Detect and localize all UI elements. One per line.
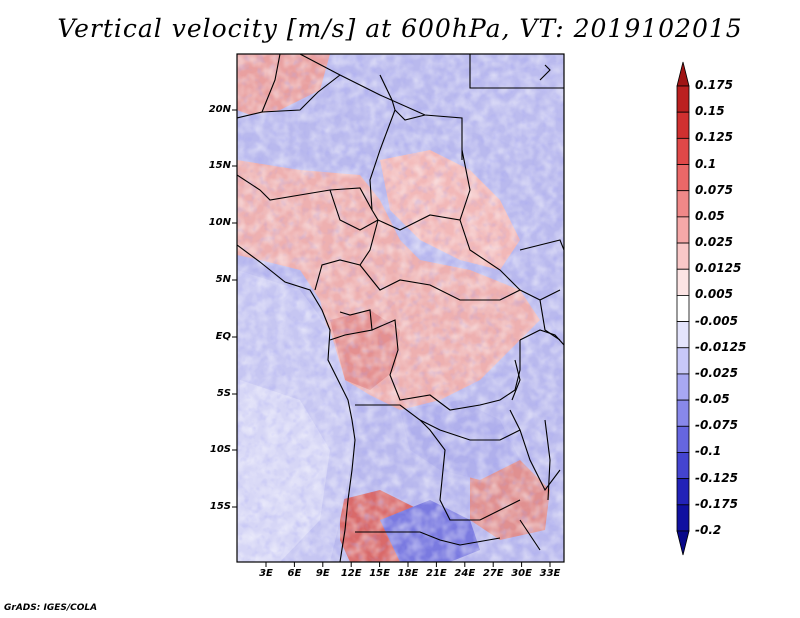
colorbar-label: -0.0125 xyxy=(695,339,747,354)
colorbar-swatch xyxy=(676,190,690,218)
colorbar-label: -0.005 xyxy=(695,313,738,328)
lon-tick-label: 3E xyxy=(259,568,273,579)
chart-title: Vertical velocity [m/s] at 600hPa, VT: 2… xyxy=(57,14,743,43)
colorbar-bottom-arrow xyxy=(676,530,690,556)
colorbar-swatch xyxy=(676,268,690,296)
lat-tick-label: 15S xyxy=(209,501,231,512)
colorbar-swatch xyxy=(676,242,690,270)
lon-tick-label: 33E xyxy=(539,568,561,579)
colorbar-label: 0.025 xyxy=(695,235,733,250)
colorbar-label: 0.125 xyxy=(695,130,733,145)
velocity-field xyxy=(237,54,564,562)
colorbar-swatch xyxy=(676,85,690,113)
colorbar-label: 0.05 xyxy=(695,208,725,223)
colorbar-swatch xyxy=(676,137,690,165)
colorbar-swatch xyxy=(676,347,690,375)
country-borders xyxy=(237,54,564,562)
colorbar-label: 0.075 xyxy=(695,182,733,197)
colorbar-swatch xyxy=(676,295,690,322)
colorbar-label: 0.175 xyxy=(695,78,733,92)
lon-tick-label: 27E xyxy=(482,568,504,579)
colorbar-label: -0.125 xyxy=(695,470,738,485)
colorbar xyxy=(676,61,690,556)
lat-tick-label: 10S xyxy=(209,444,231,455)
colorbar-top-arrow xyxy=(676,61,690,87)
lat-tick-label: 10N xyxy=(208,217,231,228)
lat-tick-marks xyxy=(232,109,237,508)
lon-tick-label: 18E xyxy=(397,568,419,579)
lon-tick-marks xyxy=(265,562,551,567)
colorbar-swatch xyxy=(676,452,690,480)
colorbar-label: 0.15 xyxy=(695,104,725,119)
colorbar-label: -0.2 xyxy=(695,523,722,537)
lon-tick-label: 9E xyxy=(315,568,330,579)
lon-tick-label: 12E xyxy=(340,568,362,579)
colorbar-label: 0.1 xyxy=(695,156,717,171)
lon-tick-label: 21E xyxy=(426,568,447,579)
colorbar-swatch xyxy=(676,373,690,401)
colorbar-label: 0.005 xyxy=(695,287,733,302)
colorbar-label: -0.05 xyxy=(695,392,730,407)
lat-tick-label: 5N xyxy=(215,274,231,285)
lat-tick-label: 5S xyxy=(216,388,231,399)
colorbar-swatch xyxy=(676,425,690,453)
footer-credit: GrADS: IGES/COLA xyxy=(4,603,98,613)
colorbar-swatch xyxy=(676,321,690,349)
lon-tick-label: 24E xyxy=(454,568,476,579)
colorbar-label: -0.075 xyxy=(695,418,738,433)
colorbar-label: -0.025 xyxy=(695,365,738,380)
colorbar-label: 0.0125 xyxy=(695,261,742,276)
map-frame xyxy=(236,53,565,563)
colorbar-swatch xyxy=(676,478,690,506)
lat-tick-label: EQ xyxy=(215,331,231,342)
colorbar-swatch xyxy=(676,399,690,427)
colorbar-swatch xyxy=(676,216,690,244)
colorbar-swatch xyxy=(676,164,690,192)
colorbar-label: -0.1 xyxy=(695,444,722,459)
lon-tick-label: 15E xyxy=(369,568,390,579)
colorbar-swatch xyxy=(676,504,690,532)
lon-tick-label: 30E xyxy=(511,568,532,579)
lat-tick-label: 20N xyxy=(208,104,231,115)
lon-tick-label: 6E xyxy=(287,568,302,579)
colorbar-swatch xyxy=(676,111,690,139)
colorbar-label: -0.175 xyxy=(695,496,738,511)
lat-tick-label: 15N xyxy=(208,160,231,171)
